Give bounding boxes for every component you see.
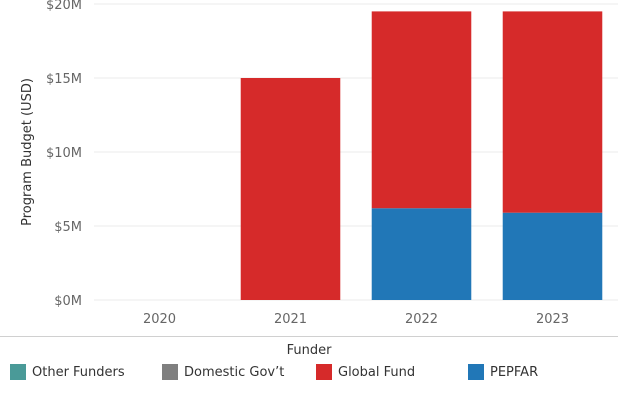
bar-pepfar-2023[interactable]	[502, 212, 603, 300]
y-tick-label: $5M	[54, 220, 82, 235]
y-axis-ticks: $0M $5M $10M $15M $20M	[46, 0, 82, 309]
legend-swatch-pepfar	[468, 364, 484, 380]
legend-label: Domestic Gov’t	[184, 364, 285, 380]
y-axis-title: Program Budget (USD)	[20, 78, 35, 226]
legend-label: PEPFAR	[490, 364, 539, 380]
x-tick-label: 2022	[405, 312, 438, 327]
bar-global-fund-2022[interactable]	[371, 11, 472, 209]
legend-label: Global Fund	[338, 364, 416, 380]
legend-swatch-domestic-govt	[162, 364, 178, 380]
legend-swatch-other-funders	[10, 364, 26, 380]
legend-item-global-fund[interactable]: Global Fund	[316, 362, 415, 382]
legend: Funder Other Funders Domestic Gov’t Glob…	[0, 336, 618, 393]
bar-pepfar-2022[interactable]	[371, 208, 472, 300]
budget-chart: $0M $5M $10M $15M $20M 2020 2021 2022 2023 Prog…	[20, 0, 618, 327]
y-tick-label: $0M	[54, 294, 82, 309]
bar-global-fund-2021[interactable]	[240, 78, 341, 300]
x-tick-label: 2020	[143, 312, 176, 327]
legend-item-pepfar[interactable]: PEPFAR	[468, 362, 538, 382]
legend-item-other-funders[interactable]: Other Funders	[10, 362, 125, 382]
x-tick-label: 2023	[536, 312, 569, 327]
y-tick-label: $10M	[46, 146, 82, 161]
bars	[240, 11, 603, 300]
legend-item-domestic-govt[interactable]: Domestic Gov’t	[162, 362, 284, 382]
x-tick-label: 2021	[274, 312, 307, 327]
y-tick-label: $15M	[46, 72, 82, 87]
legend-swatch-global-fund	[316, 364, 332, 380]
legend-title: Funder	[286, 343, 332, 358]
y-tick-label: $20M	[46, 0, 82, 13]
x-axis-ticks: 2020 2021 2022 2023	[143, 312, 569, 327]
legend-label: Other Funders	[32, 364, 125, 380]
bar-global-fund-2023[interactable]	[502, 11, 603, 213]
